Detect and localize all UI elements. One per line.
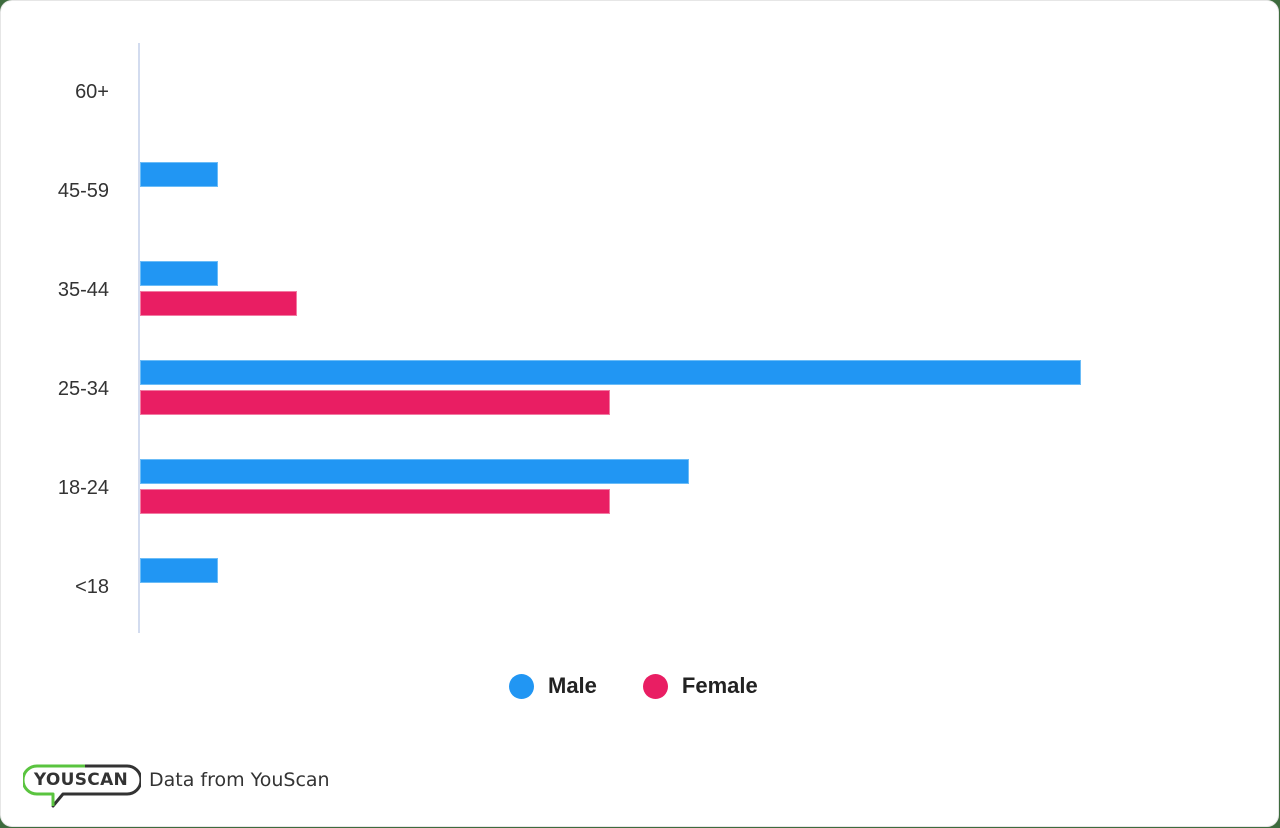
category-label: 35-44 bbox=[57, 279, 109, 301]
legend: Male Female bbox=[509, 673, 804, 699]
category-label: <18 bbox=[75, 576, 109, 598]
bar-female-35-44[interactable] bbox=[140, 291, 297, 316]
legend-label-male: Male bbox=[548, 673, 597, 698]
logo-text: YOUSCAN bbox=[33, 770, 129, 790]
category-label: 25-34 bbox=[57, 378, 109, 400]
youscan-logo[interactable]: YOUSCAN bbox=[23, 762, 141, 808]
footer-attribution: YOUSCAN Data from YouScan bbox=[23, 762, 330, 808]
bar-male-35-44[interactable] bbox=[140, 261, 218, 286]
bar-male-18-24[interactable] bbox=[140, 459, 689, 484]
y-axis-line bbox=[138, 43, 140, 633]
female-dot-icon bbox=[642, 673, 668, 699]
legend-item-male[interactable]: Male bbox=[509, 673, 597, 699]
category-label: 45-59 bbox=[57, 180, 109, 202]
speech-bubble-icon bbox=[23, 764, 141, 808]
male-dot-icon bbox=[509, 673, 534, 699]
category-label: 60+ bbox=[75, 81, 109, 103]
bar-female-18-24[interactable] bbox=[140, 489, 610, 514]
attribution-text: Data from YouScan bbox=[149, 769, 330, 791]
bar-male-25-34[interactable] bbox=[140, 360, 1081, 385]
bar-male-<18[interactable] bbox=[140, 558, 218, 583]
legend-item-female[interactable]: Female bbox=[642, 673, 758, 699]
bar-female-25-34[interactable] bbox=[140, 390, 610, 415]
legend-label-female: Female bbox=[681, 673, 758, 698]
bar-male-45-59[interactable] bbox=[140, 162, 218, 187]
category-label: 18-24 bbox=[57, 477, 109, 499]
